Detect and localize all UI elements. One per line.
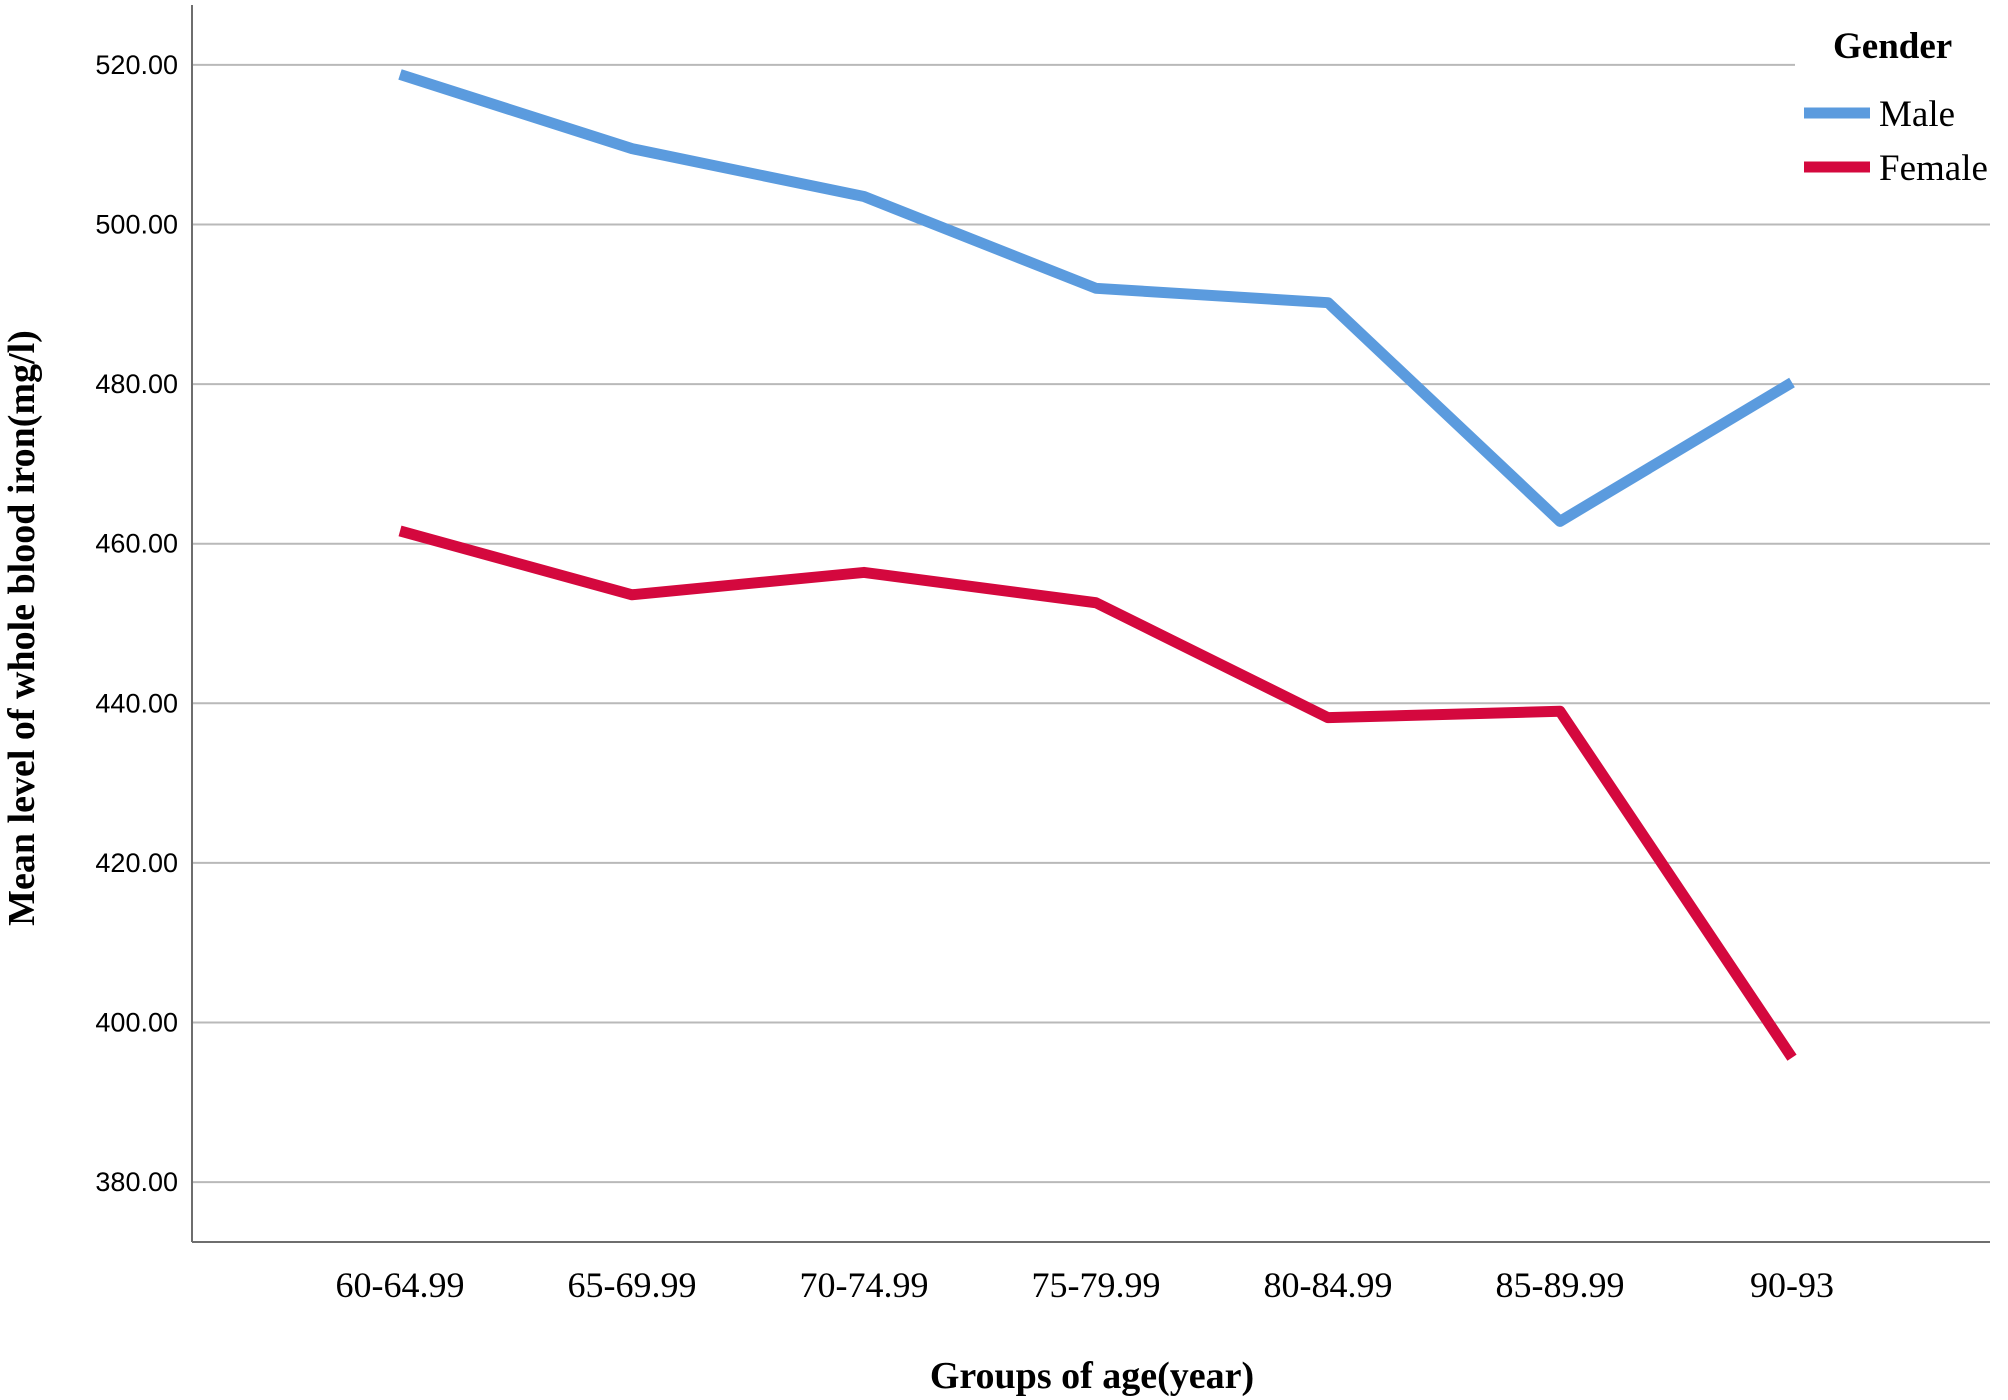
x-tick-labels: 60-64.99 65-69.99 70-74.99 75-79.99 80-84.99… xyxy=(336,1265,1835,1305)
x-tick-label: 90-93 xyxy=(1750,1265,1834,1305)
x-axis-title: Groups of age(year) xyxy=(930,1355,1254,1397)
x-tick-label: 80-84.99 xyxy=(1264,1265,1393,1305)
legend-label-male: Male xyxy=(1879,94,1955,135)
x-tick-label: 70-74.99 xyxy=(800,1265,929,1305)
y-tick-label: 380.00 xyxy=(95,1167,178,1197)
series-line-female xyxy=(398,525,1797,1061)
x-tick-label: 75-79.99 xyxy=(1032,1265,1161,1305)
x-tick-label: 65-69.99 xyxy=(568,1265,697,1305)
x-tick-label: 60-64.99 xyxy=(336,1265,465,1305)
series-lines xyxy=(398,69,1797,1061)
legend-title: Gender xyxy=(1833,26,1952,67)
x-tick-label: 85-89.99 xyxy=(1496,1265,1625,1305)
y-tick-label: 400.00 xyxy=(95,1008,178,1038)
y-tick-label: 440.00 xyxy=(95,688,178,718)
legend: Gender Male Female xyxy=(1804,26,1988,189)
y-tick-labels: 380.00 400.00 420.00 440.00 460.00 480.00 500.… xyxy=(95,50,178,1197)
y-tick-label: 480.00 xyxy=(95,369,178,399)
y-tick-label: 460.00 xyxy=(95,529,178,559)
gridlines xyxy=(192,63,1990,1184)
y-tick-label: 500.00 xyxy=(95,209,178,239)
y-tick-label: 420.00 xyxy=(95,848,178,878)
axes xyxy=(191,5,1990,1243)
y-axis-title: Mean level of whole blood iron(mg/l) xyxy=(1,330,43,926)
y-tick-label: 520.00 xyxy=(95,50,178,80)
legend-label-female: Female xyxy=(1879,148,1988,189)
series-line-male xyxy=(398,69,1795,527)
